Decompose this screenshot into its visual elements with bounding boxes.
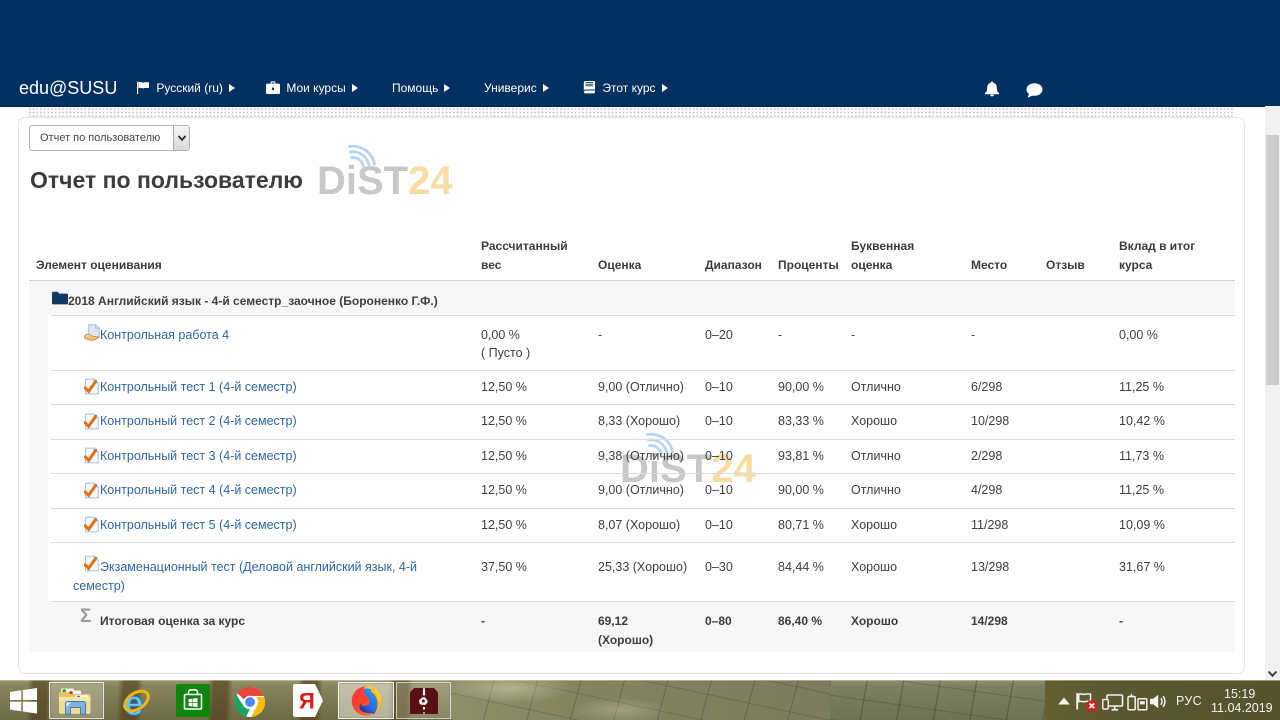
- svg-text:Я: Я: [299, 689, 315, 714]
